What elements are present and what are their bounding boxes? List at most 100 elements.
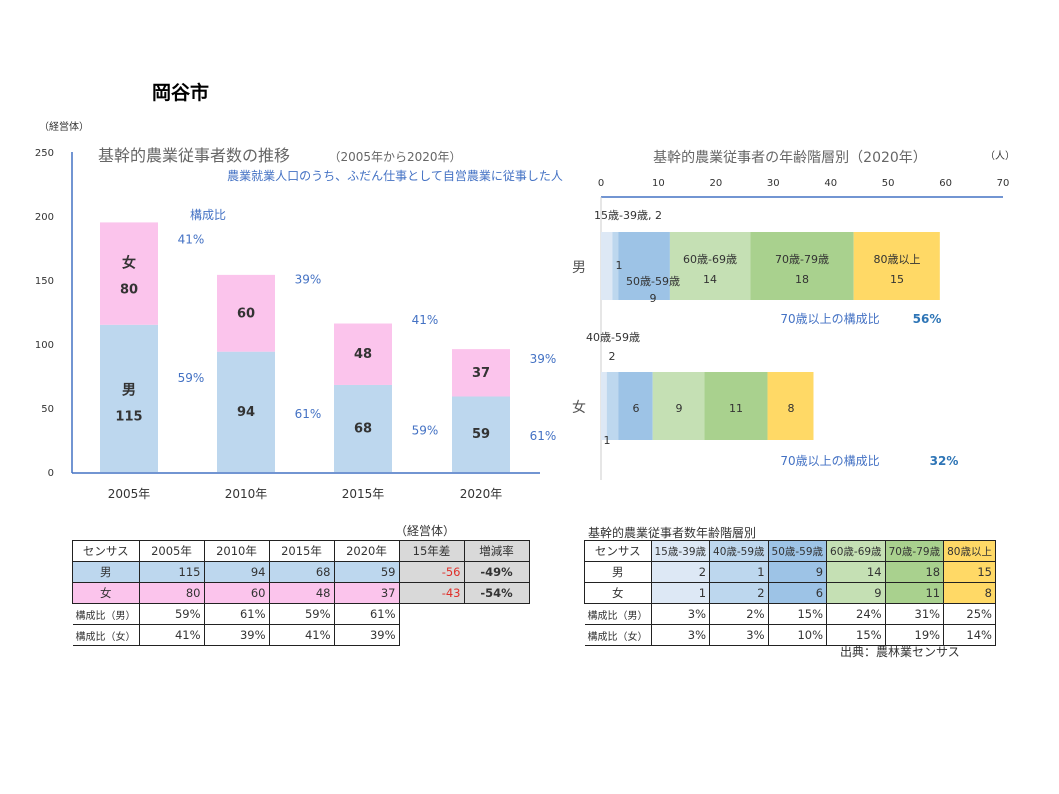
category-label: 男 [572, 260, 586, 276]
column-header: 60歳-69歳 [826, 540, 886, 562]
table-cell: 構成比（女） [584, 624, 652, 646]
table-cell: 59 [333, 561, 400, 583]
table-cell: 10% [767, 624, 828, 646]
x-tick-label: 40 [824, 178, 837, 189]
column-header: 2020年 [333, 540, 400, 562]
table-row: 構成比（男） 59% 61% 59% 61% [72, 603, 530, 625]
data-label: 14 [703, 273, 717, 286]
table-cell: 11 [884, 582, 945, 604]
bar-segment [606, 372, 619, 440]
column-header: 80歳以上 [943, 540, 996, 562]
ratio-label: 構成比 [190, 208, 226, 222]
table-row: 女 80 60 48 37 -43 -54% [72, 582, 530, 604]
page-title: 岡谷市 [152, 82, 210, 104]
y-tick-label: 200 [35, 212, 54, 223]
table-cell: 15% [767, 603, 828, 625]
table-row: 男 115 94 68 59 -56 -49% [72, 561, 530, 583]
bar-male [100, 324, 158, 472]
bar-female [100, 222, 158, 325]
data-label: 2 [609, 350, 616, 363]
bar-segment [652, 372, 705, 440]
table-cell: 9 [767, 561, 828, 583]
annotation-label: 70歳以上の構成比 [780, 312, 879, 326]
table-row: 構成比（女） 41% 39% 41% 39% [72, 624, 530, 646]
table-cell: 14 [826, 561, 886, 583]
ratio-female: 39% [530, 352, 557, 366]
table2-title: 基幹的農業従事者数年齢階層別 [588, 526, 757, 540]
table-row: 男 2 1 9 14 18 15 [584, 561, 996, 583]
table-cell: 24% [826, 603, 886, 625]
bar-value-male: 115 [115, 409, 142, 424]
data-label: 9 [676, 402, 683, 415]
column-header: センサス [584, 540, 652, 562]
table-cell: 31% [884, 603, 945, 625]
x-tick-label: 50 [882, 178, 895, 189]
table-cell: 男 [72, 561, 140, 583]
table-cell: 構成比（男） [584, 603, 652, 625]
table-cell: 男 [584, 561, 652, 583]
ratio-male: 61% [530, 429, 557, 443]
table-cell: -43 [398, 582, 465, 604]
ratio-male: 59% [178, 371, 205, 385]
table-cell: 8 [943, 582, 996, 604]
bar-segment [601, 232, 613, 300]
table-age-groups: センサス 15歳-39歳 40歳-59歳 50歳-59歳 60歳-69歳 70歳-79歳 8… [584, 540, 996, 646]
table-cell: 構成比（男） [72, 603, 140, 625]
bar-segment [612, 232, 619, 300]
ratio-male: 61% [295, 407, 322, 421]
table-cell: 2 [650, 561, 711, 583]
table-cell: 39% [333, 624, 400, 646]
table-headcount-trend: センサス 2005年 2010年 2015年 2020年 15年差 増減率男 115 94 68 5… [72, 540, 530, 646]
bar-value-female: 37 [472, 366, 490, 381]
data-label: 11 [729, 402, 743, 415]
y-tick-label: 150 [35, 276, 54, 287]
data-label: 9 [650, 292, 657, 305]
source-note: 出典：農林業センサス [840, 645, 960, 659]
bar-male [334, 384, 392, 472]
table-cell: 37 [333, 582, 400, 604]
column-header: 70歳-79歳 [884, 540, 945, 562]
data-label: 8 [788, 402, 795, 415]
bar-female [334, 323, 392, 385]
table-cell: 2 [709, 582, 769, 604]
table-cell: 41% [138, 624, 205, 646]
table-cell: 3% [650, 624, 711, 646]
column-header: 2010年 [203, 540, 270, 562]
table-cell: 80 [138, 582, 205, 604]
table-cell: 48 [268, 582, 335, 604]
bar-value-female: 60 [237, 306, 255, 321]
chart-title: 基幹的農業従事者数の推移 [98, 146, 290, 165]
table-header: センサス 2005年 2010年 2015年 2020年 15年差 増減率 [72, 540, 530, 562]
bar-value-male: 94 [237, 405, 255, 420]
table-header: センサス 15歳-39歳 40歳-59歳 50歳-59歳 60歳-69歳 70歳-79歳 8… [584, 540, 996, 562]
data-label: 1 [604, 434, 611, 447]
category-label: 女 [572, 399, 586, 416]
y-axis-label: （経営体） [39, 120, 89, 133]
ratio-female: 41% [412, 313, 439, 327]
table-cell: 6 [767, 582, 828, 604]
table-cell: 115 [138, 561, 205, 583]
bar-segment [750, 232, 854, 300]
bar-value-female: 48 [354, 347, 372, 362]
table-cell: 39% [203, 624, 270, 646]
table-row: 構成比（男） 3% 2% 15% 24% 31% 25% [584, 603, 996, 625]
data-label: 15 [890, 273, 904, 286]
data-label: 15歳-39歳, 2 [594, 209, 662, 222]
table-cell: 18 [884, 561, 945, 583]
y-tick-label: 50 [41, 404, 54, 415]
x-tick-label: 10 [652, 178, 665, 189]
chart2-title: 基幹的農業従事者の年齢階層別（2020年） [653, 149, 927, 166]
table-cell: 15 [943, 561, 996, 583]
table-cell: -56 [398, 561, 465, 583]
table1-unit: （経営体） [395, 524, 456, 538]
ratio-female: 39% [295, 272, 322, 286]
annotation-value: 32% [930, 454, 959, 468]
bar-segment [767, 372, 814, 440]
x-tick-label: 2020年 [460, 487, 503, 501]
table-row: 構成比（女） 3% 3% 10% 15% 19% 14% [584, 624, 996, 646]
bar-male [217, 351, 275, 472]
ratio-male: 59% [412, 423, 439, 437]
data-label: 70歳-79歳 [775, 253, 829, 266]
table-cell: -54% [463, 582, 530, 604]
